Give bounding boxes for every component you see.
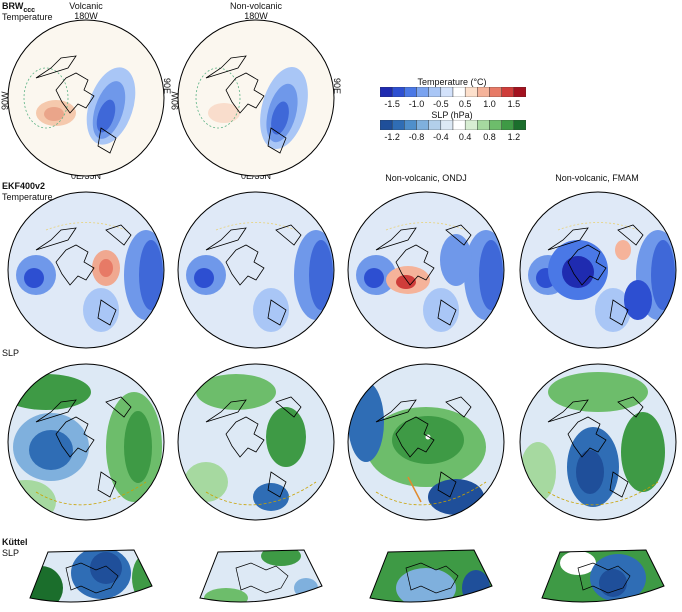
colorbar-swatch: [391, 120, 405, 130]
sector-map: [541, 549, 665, 603]
polar-map: [347, 191, 505, 349]
ekf-temperature-map: [518, 190, 678, 350]
sector-map: [199, 549, 323, 603]
polar-map: [177, 363, 335, 521]
colorbar-swatch: [489, 87, 502, 97]
kuttel-sector-map: [366, 548, 496, 611]
colorbar-swatch: [428, 87, 442, 97]
polar-map-temperature: [177, 19, 335, 177]
temperature-colorbar-title: Temperature (°C): [417, 77, 487, 87]
polar-map: [519, 191, 677, 349]
polar-map-temperature: [7, 19, 165, 177]
sector-map: [369, 549, 493, 603]
kuttel-sector-map: [196, 548, 326, 611]
slp-colorbar-title: SLP (hPa): [431, 110, 473, 120]
colorbar-swatches: [380, 120, 526, 130]
sector-map: [29, 549, 153, 603]
kuttel-sector-map: [538, 548, 668, 611]
colorbar-swatch: [440, 120, 454, 130]
polar-map: [7, 191, 165, 349]
colorbar-tick-label: -1.0: [408, 99, 425, 109]
colorbar-swatch: [513, 87, 526, 97]
colorbar-tick-label: 0.4: [458, 132, 472, 142]
ekf-slp-map: [346, 362, 506, 522]
colorbar-swatch: [404, 120, 417, 130]
colorbar-tick-label: 1.5: [507, 99, 521, 109]
brw-col-title-1: Volcanic: [69, 1, 103, 11]
colorbar-swatch: [380, 87, 393, 97]
ekf-col-title-4: Non-volcanic, FMAM: [555, 173, 639, 183]
kuttel-title: Küttel: [2, 537, 28, 547]
colorbar-swatch: [513, 120, 526, 130]
colorbar-swatch: [477, 120, 490, 130]
slp-colorbar: [380, 120, 526, 130]
colorbar-swatch: [501, 120, 515, 130]
colorbar-swatch: [464, 120, 478, 130]
colorbar-tick-label: 0.5: [458, 99, 472, 109]
colorbar-swatch: [391, 87, 405, 97]
colorbar-swatch: [416, 87, 429, 97]
brw-map-nonvolcanic: [176, 18, 336, 178]
colorbar-tick-label: -1.5: [384, 99, 400, 109]
ekf-col-title-3: Non-volcanic, ONDJ: [385, 173, 467, 183]
brw-col-title-2: Non-volcanic: [229, 1, 283, 11]
ekf-temperature-map: [176, 190, 336, 350]
ekf-variable-temperature: Temperature: [2, 192, 53, 202]
kuttel-sector-map: [26, 548, 156, 611]
colorbar-tick-label: 1.0: [483, 99, 496, 109]
colorbar-swatch: [404, 87, 417, 97]
colorbar-swatch: [477, 87, 490, 97]
colorbar-tick-label: -0.4: [433, 132, 449, 142]
colorbar-tick-label: 1.2: [507, 132, 521, 142]
polar-map: [7, 363, 165, 521]
brw-variable: Temperature: [2, 12, 53, 22]
colorbar-swatch: [489, 120, 502, 130]
colorbar-swatch: [428, 120, 442, 130]
brw-map-volcanic: [6, 18, 166, 178]
temperature-colorbar: [380, 87, 526, 97]
polar-map: [177, 191, 335, 349]
colorbar-swatch: [380, 120, 393, 130]
ekf-title: EKF400v2: [2, 181, 46, 191]
ekf-slp-map: [6, 362, 166, 522]
colorbar-tick-label: -0.8: [408, 132, 425, 142]
colorbar-swatches: [380, 87, 526, 97]
colorbar-swatch: [452, 120, 466, 130]
ekf-temperature-map: [6, 190, 166, 350]
colorbar-swatch: [452, 87, 466, 97]
colorbar-swatch: [416, 120, 429, 130]
colorbar-tick-label: 0.8: [483, 132, 496, 142]
kuttel-variable: SLP: [2, 548, 20, 558]
colorbar-swatch: [440, 87, 454, 97]
colorbar-tick-label: -1.2: [384, 132, 400, 142]
colorbar-swatch: [464, 87, 478, 97]
brw-title: BRWccc: [2, 1, 36, 14]
polar-map: [347, 363, 505, 521]
colorbar-swatch: [501, 87, 515, 97]
ekf-slp-map: [518, 362, 678, 522]
colorbar-tick-label: -0.5: [433, 99, 449, 109]
ekf-slp-map: [176, 362, 336, 522]
polar-map: [519, 363, 677, 521]
map-label-top: 180W: [74, 11, 98, 21]
ekf-temperature-map: [346, 190, 506, 350]
map-label-top: 180W: [244, 11, 268, 21]
ekf-variable-slp: SLP: [2, 348, 20, 358]
